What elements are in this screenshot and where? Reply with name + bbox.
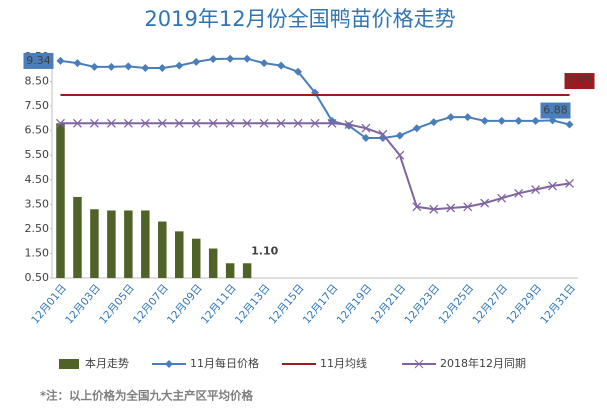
- marker: [429, 204, 439, 214]
- data-label: 7.95: [567, 74, 592, 87]
- bar: [73, 196, 82, 278]
- data-label: 9.34: [26, 54, 51, 67]
- marker: [90, 62, 99, 71]
- marker: [242, 118, 252, 128]
- marker: [497, 193, 507, 203]
- marker: [56, 118, 65, 128]
- label-box: [23, 52, 54, 69]
- marker: [514, 116, 523, 125]
- marker: [158, 64, 167, 73]
- marker: [395, 131, 404, 140]
- marker: [209, 54, 218, 63]
- marker: [175, 61, 184, 70]
- marker: [395, 150, 405, 160]
- chart-title: 2019年12月份全国鸭苗价格走势: [144, 7, 455, 31]
- marker: [73, 59, 82, 68]
- marker: [361, 123, 371, 133]
- marker: [531, 116, 540, 125]
- legend-label: 2018年12月同期: [440, 356, 526, 370]
- marker: [446, 203, 456, 213]
- marker: [226, 54, 235, 63]
- marker: [412, 202, 422, 212]
- label-box: [540, 102, 571, 119]
- marker: [56, 56, 65, 65]
- marker: [174, 118, 184, 128]
- y-tick-label: 2.50: [25, 222, 50, 235]
- y-tick-label: 1.50: [25, 246, 50, 259]
- marker: [463, 202, 473, 212]
- marker: [225, 118, 235, 128]
- bar: [90, 209, 99, 278]
- marker: [294, 67, 303, 76]
- marker: [310, 118, 320, 128]
- marker: [548, 181, 558, 191]
- bar: [158, 221, 167, 278]
- marker: [446, 113, 455, 122]
- y-tick-label: 5.50: [25, 148, 50, 161]
- marker: [378, 129, 388, 139]
- bar: [175, 231, 184, 278]
- y-tick-label: 3.50: [25, 197, 50, 210]
- marker: [243, 54, 252, 63]
- footnote: *注：以上价格为全国九大主产区平均价格: [40, 389, 254, 403]
- data-label: 6.88: [543, 104, 568, 117]
- marker: [327, 118, 337, 128]
- label-box: [564, 73, 595, 90]
- marker: [141, 64, 150, 73]
- marker: [480, 198, 490, 208]
- marker: [344, 120, 354, 129]
- marker: [293, 118, 303, 128]
- bar: [242, 263, 252, 278]
- marker: [191, 118, 201, 128]
- x-tick-label: 12月31日: [538, 282, 578, 326]
- marker: [107, 62, 116, 71]
- marker: [192, 57, 201, 66]
- bar: [191, 238, 201, 278]
- marker: [259, 118, 269, 128]
- marker: [497, 116, 506, 125]
- marker: [463, 113, 472, 122]
- marker: [412, 124, 421, 133]
- marker: [157, 118, 167, 128]
- marker: [531, 185, 541, 195]
- bar: [107, 210, 116, 278]
- marker: [89, 118, 99, 128]
- legend-marker: [414, 359, 424, 369]
- marker: [277, 61, 286, 70]
- marker: [565, 120, 574, 129]
- legend-label: 11月均线: [320, 356, 367, 370]
- y-tick-label: 4.50: [25, 173, 50, 186]
- bar: [141, 210, 150, 278]
- marker: [123, 118, 133, 128]
- y-tick-label: 6.50: [25, 124, 50, 137]
- bar: [124, 210, 133, 278]
- marker: [124, 62, 133, 71]
- marker: [260, 59, 269, 68]
- y-tick-label: 0.50: [25, 271, 50, 284]
- marker: [361, 134, 370, 143]
- marker: [429, 118, 438, 127]
- marker: [140, 118, 150, 128]
- legend-label: 11月每日价格: [190, 356, 259, 370]
- marker: [480, 116, 489, 125]
- marker: [565, 179, 574, 188]
- data-label: 1.10: [251, 244, 278, 257]
- bar: [56, 123, 65, 278]
- line: [60, 57, 570, 140]
- bar: [208, 248, 218, 278]
- marker: [106, 118, 116, 128]
- y-tick-label: 8.50: [25, 75, 50, 88]
- marker: [208, 118, 218, 128]
- legend-swatch: [59, 359, 79, 369]
- legend-label: 本月走势: [85, 356, 129, 370]
- marker: [72, 118, 82, 128]
- marker: [514, 188, 524, 198]
- line: [60, 122, 570, 211]
- bar: [225, 263, 235, 278]
- marker: [276, 118, 286, 128]
- legend-marker: [165, 360, 173, 368]
- y-tick-label: 7.50: [25, 99, 50, 112]
